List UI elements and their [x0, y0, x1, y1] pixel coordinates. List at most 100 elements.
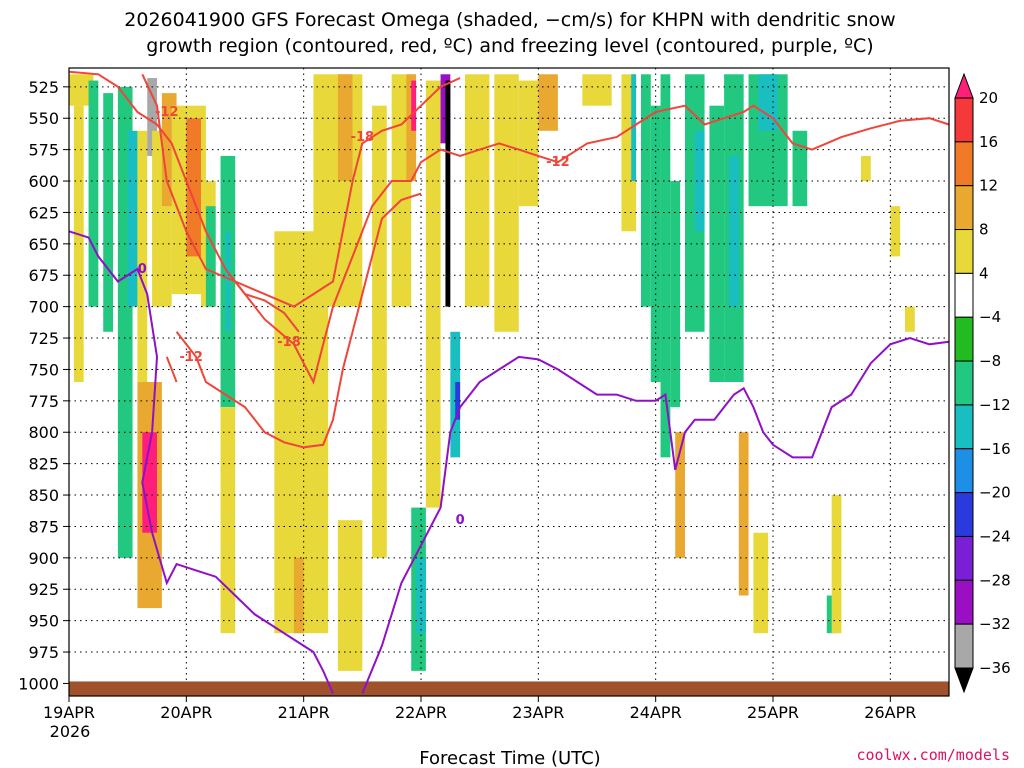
omega-cell — [729, 155, 739, 307]
omega-cell — [337, 520, 363, 671]
colorbar-box — [954, 579, 974, 625]
y-tick-label: 950 — [28, 612, 59, 631]
freezing-level-contour — [68, 230, 334, 694]
colorbar-tick-label: −32 — [979, 615, 1011, 633]
dgz-contour-label: -18 — [351, 130, 375, 145]
omega-cell — [73, 105, 84, 383]
credit-link[interactable]: coolwx.com/models — [856, 746, 1010, 764]
omega-cell — [738, 432, 749, 596]
x-axis-ticks: 19APR 20APR 21APR 22APR 23APR 24APR 25APR 26APR — [43, 696, 916, 722]
x-tick-label: 19APR — [43, 703, 95, 722]
omega-cell — [465, 74, 490, 307]
y-tick-label: 775 — [28, 392, 59, 411]
y-tick-label: 600 — [28, 172, 59, 191]
grid-layer — [69, 68, 949, 696]
dgz-contour-label: -18 — [277, 335, 301, 350]
chart-title-line2: growth region (contoured, red, ºC) and f… — [146, 35, 873, 57]
y-axis-ticks: 525 550 575 600 625 650 675 700 725 750 775 800 825 8… — [18, 78, 69, 693]
dgz-contour — [175, 192, 422, 449]
plot-frame — [68, 67, 950, 697]
omega-cell — [425, 80, 441, 508]
colorbar-box — [954, 623, 974, 669]
y-tick-label: 800 — [28, 423, 59, 442]
omega-cell — [758, 74, 778, 131]
omega-cell — [650, 105, 661, 383]
colorbar-box — [954, 97, 974, 143]
dgz-contour — [141, 73, 461, 308]
omega-cell — [391, 74, 412, 307]
y-tick-label: 875 — [28, 517, 59, 536]
omega-cell — [660, 74, 671, 458]
omega-cell — [411, 80, 417, 131]
x-tick-label: 20APR — [160, 703, 212, 722]
x-tick-label: 21APR — [278, 703, 330, 722]
omega-cell — [890, 206, 901, 257]
colorbar-tick-label: 12 — [979, 177, 998, 195]
colorbar-tick-label: 8 — [979, 221, 989, 239]
omega-cell — [142, 432, 157, 533]
y-tick-label: 525 — [28, 78, 59, 97]
omega-cell — [861, 155, 871, 182]
x-tick-label: 22APR — [395, 703, 447, 722]
chart-title-line1: 2026041900 GFS Forecast Omega (shaded, −… — [124, 9, 895, 31]
omega-cell — [641, 74, 651, 307]
colorbar-tick-label: −24 — [979, 527, 1011, 545]
colorbar-bottom-arrow — [954, 667, 974, 694]
colorbar-tick-label: −16 — [979, 440, 1011, 458]
x-tick-label: 23APR — [512, 703, 564, 722]
colorbar: 20 16 12 8 4 −4 −8 −12 −16 −20 −24 −28 −32 −36 — [954, 72, 1011, 694]
contour-layer: -12 -18 -12 -18 -12 0 0 — [68, 70, 950, 694]
x-tick-label: 26APR — [864, 703, 916, 722]
y-tick-label: 575 — [28, 141, 59, 160]
x-tick-label: 25APR — [747, 703, 799, 722]
omega-cell — [372, 105, 387, 558]
omega-cell — [494, 74, 519, 332]
omega-cell — [792, 130, 808, 207]
y-tick-label: 975 — [28, 643, 59, 662]
dgz-contour-label: -12 — [546, 155, 570, 170]
omega-cell — [416, 557, 426, 634]
omega-cell — [455, 382, 461, 420]
omega-cell — [220, 407, 236, 634]
y-tick-label: 850 — [28, 486, 59, 505]
omega-cell — [445, 80, 451, 307]
freezing-level-contour-label: 0 — [456, 513, 465, 528]
y-tick-label: 650 — [28, 235, 59, 254]
y-tick-label: 700 — [28, 298, 59, 317]
dgz-contour — [68, 70, 300, 333]
terrain-ground — [69, 681, 949, 696]
y-tick-label: 675 — [28, 266, 59, 285]
dgz-contour-label: -12 — [155, 105, 179, 120]
omega-cell — [905, 306, 915, 332]
x-axis-label: Forecast Time (UTC) — [419, 748, 600, 768]
omega-cell — [337, 74, 353, 182]
dgz-contour-label: -12 — [179, 350, 203, 365]
colorbar-top-arrow — [954, 72, 974, 99]
omega-cell — [831, 495, 842, 634]
y-tick-label: 750 — [28, 360, 59, 379]
colorbar-box — [954, 535, 974, 581]
y-tick-label: 550 — [28, 109, 59, 128]
freezing-level-contour — [361, 336, 950, 694]
colorbar-box — [954, 360, 974, 406]
y-tick-label: 900 — [28, 549, 59, 568]
omega-cell — [631, 74, 637, 182]
omega-cell — [313, 306, 329, 634]
omega-cell — [518, 80, 539, 207]
omega-cell — [826, 595, 837, 634]
colorbar-box — [954, 229, 974, 274]
colorbar-tick-label: −8 — [979, 352, 1001, 370]
omega-cell — [186, 118, 201, 257]
omega-cell — [753, 532, 769, 634]
y-tick-label: 725 — [28, 329, 59, 348]
omega-cell — [205, 206, 216, 307]
colorbar-tick-label: −12 — [979, 396, 1011, 414]
colorbar-tick-label: −4 — [979, 308, 1001, 326]
omega-cell — [293, 557, 304, 634]
omega-cell — [670, 181, 681, 408]
y-tick-label: 825 — [28, 455, 59, 474]
y-tick-label: 925 — [28, 580, 59, 599]
omega-cell — [127, 130, 138, 307]
colorbar-box — [954, 492, 974, 537]
y-tick-label: 625 — [28, 203, 59, 222]
